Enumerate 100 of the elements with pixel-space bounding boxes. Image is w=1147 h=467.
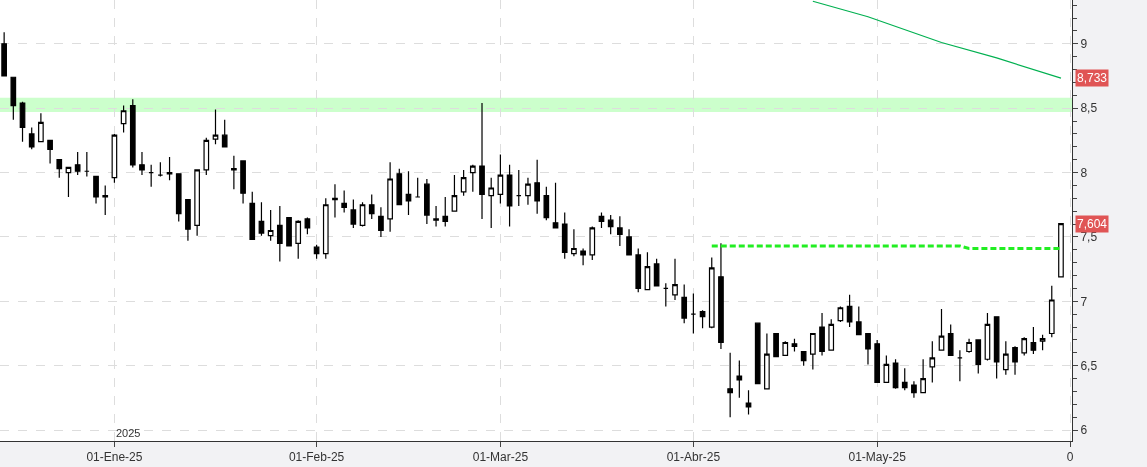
- candlestick: [938, 308, 945, 351]
- text: 8,733: [1077, 71, 1108, 85]
- candlestick: [93, 175, 99, 205]
- candlestick: [626, 228, 632, 256]
- candlestick: [552, 182, 559, 229]
- candlestick: [644, 251, 651, 291]
- candlestick: [378, 206, 384, 238]
- candlestick: [322, 197, 329, 260]
- candlestick: [175, 173, 182, 223]
- candlestick: [19, 101, 26, 143]
- x-tick-label: 01-Feb-25: [288, 450, 345, 465]
- candlestick: [341, 189, 348, 214]
- candlestick: [957, 349, 963, 382]
- candlestick: [819, 312, 825, 356]
- candlestick: [727, 352, 733, 418]
- candlestick: [681, 283, 688, 324]
- candlestick: [240, 160, 246, 205]
- candlestick: [414, 177, 421, 198]
- candlestick: [304, 217, 311, 235]
- candlestick: [203, 137, 210, 176]
- candlestick: [901, 367, 908, 391]
- candlestick: [929, 340, 936, 384]
- candlestick: [47, 139, 53, 165]
- candlestick: [672, 258, 678, 301]
- candlestick: [855, 305, 862, 336]
- y-tick-label: 6,5: [1080, 358, 1098, 373]
- candlestick: [102, 184, 109, 216]
- candlestick: [662, 282, 669, 308]
- candlestick: [764, 332, 770, 390]
- candlestick: [1, 31, 7, 77]
- x-tick-label: 01-Ene-25: [86, 450, 143, 465]
- candlestick: [598, 211, 605, 229]
- candlestick: [221, 119, 228, 148]
- candlestick: [911, 380, 917, 399]
- candlestick: [129, 98, 136, 168]
- candlestick: [56, 159, 63, 179]
- candlestick: [984, 312, 991, 362]
- candlestick: [424, 178, 430, 225]
- candlestick: [754, 322, 761, 385]
- candlestick: [1030, 326, 1037, 355]
- candlestick: [506, 164, 513, 228]
- candlestick: [295, 219, 302, 260]
- candlestick: [267, 209, 274, 242]
- candlestick: [745, 389, 752, 416]
- candlestick: [185, 198, 191, 242]
- candlestick: [469, 164, 476, 193]
- candlestick: [1058, 222, 1064, 278]
- candlestick: [635, 247, 642, 293]
- candlestick: [883, 354, 890, 384]
- candlestick: [258, 201, 265, 237]
- candlestick: [791, 338, 798, 353]
- candlestick: [479, 102, 485, 220]
- candlestick: [442, 196, 449, 228]
- candlestick: [534, 159, 540, 215]
- candlestick: [617, 215, 623, 247]
- annotation: 2025: [116, 427, 141, 439]
- candlestick: [1012, 345, 1018, 376]
- candlestick: [212, 108, 219, 145]
- candlestick: [589, 226, 596, 261]
- y-tick-label: 6: [1080, 423, 1088, 438]
- candlestick: [74, 151, 81, 176]
- candlestick: [332, 183, 338, 219]
- y-tick-label: 8: [1080, 165, 1088, 180]
- candlestick: [488, 177, 495, 229]
- candlestick: [561, 211, 568, 260]
- candlestick: [653, 258, 660, 287]
- y-tick-label: 8,5: [1080, 101, 1098, 116]
- candlestick: [83, 151, 90, 177]
- candlestick: [975, 339, 982, 374]
- candlestick: [10, 76, 17, 121]
- y-tick-label: 7: [1080, 294, 1088, 309]
- candlestick: [828, 318, 835, 351]
- candlestick: [515, 169, 522, 207]
- candlestick: [451, 174, 458, 212]
- candlestick: [690, 292, 697, 335]
- candlestick: [38, 112, 44, 143]
- candlestick: [1021, 336, 1028, 356]
- candlestick: [387, 161, 393, 233]
- candlestick: [433, 205, 439, 228]
- candlestick: [1048, 285, 1055, 338]
- candlestick: [966, 338, 972, 354]
- candlestick: [350, 198, 357, 229]
- candlestick: [718, 242, 724, 350]
- candlestick: [286, 217, 292, 247]
- x-tick-label: 01-May-25: [848, 450, 907, 465]
- candlestick: [166, 156, 173, 181]
- candlestick: [157, 161, 164, 177]
- candlestick: [773, 332, 779, 358]
- candlestick: [736, 359, 743, 399]
- candlestick: [249, 191, 256, 241]
- candlestick: [846, 294, 853, 328]
- candlestick: [194, 169, 200, 237]
- candlestick: [497, 153, 504, 205]
- candlestick: [874, 339, 881, 384]
- candlestick: [1039, 334, 1046, 351]
- y-tick-label: 9: [1080, 36, 1088, 51]
- candlestick: [65, 166, 72, 198]
- candlestick: [782, 340, 789, 356]
- candlestick: [699, 309, 706, 329]
- candlestick: [460, 169, 467, 197]
